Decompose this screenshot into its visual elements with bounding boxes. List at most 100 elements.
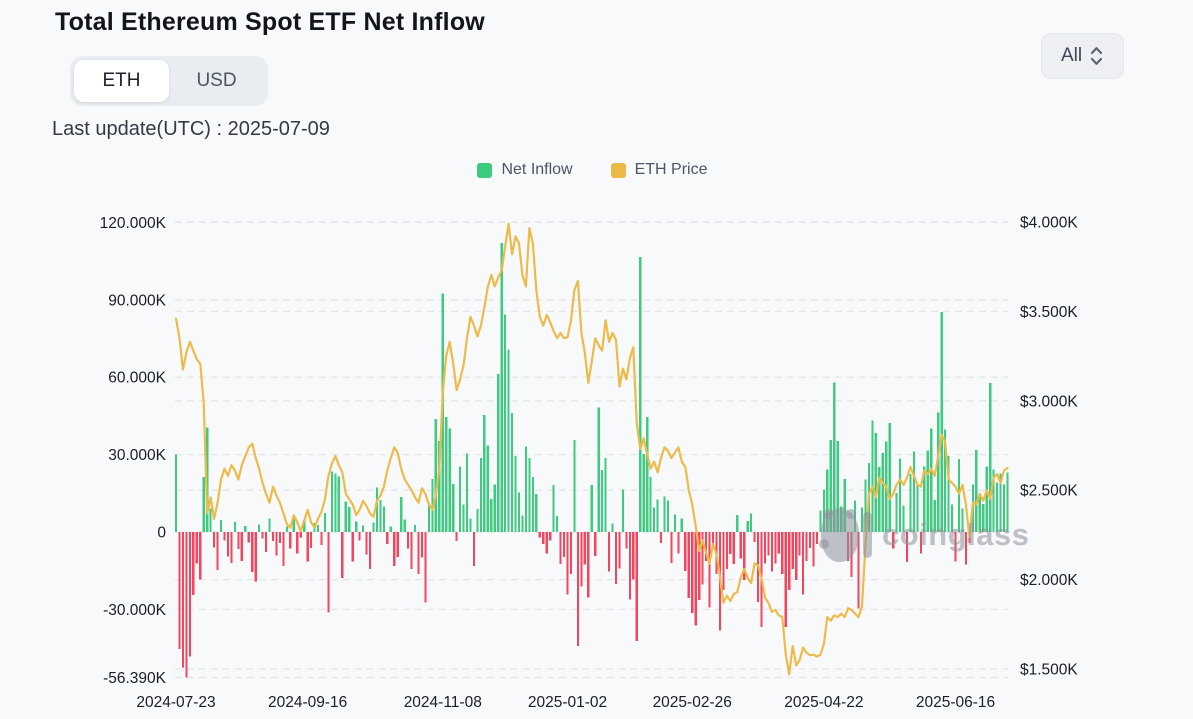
- flow-bar[interactable]: [195, 532, 198, 564]
- flow-bar[interactable]: [777, 532, 780, 554]
- flow-bar[interactable]: [646, 416, 649, 532]
- flow-bar[interactable]: [961, 508, 964, 532]
- flow-bar[interactable]: [247, 532, 250, 543]
- flow-bar[interactable]: [805, 532, 808, 562]
- flow-bar[interactable]: [216, 532, 219, 571]
- flow-bar[interactable]: [213, 532, 216, 548]
- flow-bar[interactable]: [521, 515, 524, 533]
- flow-bar[interactable]: [940, 312, 943, 532]
- flow-bar[interactable]: [420, 532, 424, 558]
- flow-bar[interactable]: [860, 507, 864, 532]
- flow-bar[interactable]: [517, 492, 521, 533]
- flow-bar[interactable]: [857, 532, 860, 609]
- flow-bar[interactable]: [951, 504, 954, 532]
- flow-bar[interactable]: [351, 532, 354, 562]
- flow-bar[interactable]: [957, 459, 961, 532]
- flow-bar[interactable]: [188, 532, 191, 657]
- flow-bar[interactable]: [739, 532, 742, 559]
- flow-bar[interactable]: [375, 487, 378, 532]
- flow-bar[interactable]: [244, 525, 247, 532]
- flow-bar[interactable]: [850, 532, 853, 577]
- flow-bar[interactable]: [355, 521, 358, 532]
- flow-bar[interactable]: [500, 243, 503, 532]
- flow-bar[interactable]: [316, 524, 320, 532]
- flow-bar[interactable]: [576, 532, 579, 646]
- flow-bar[interactable]: [251, 532, 254, 573]
- flow-bar[interactable]: [684, 532, 687, 572]
- flow-bar[interactable]: [427, 503, 430, 532]
- flow-bar[interactable]: [240, 532, 243, 561]
- flow-bar[interactable]: [386, 532, 389, 544]
- flow-bar[interactable]: [708, 532, 711, 608]
- flow-bar[interactable]: [781, 532, 784, 574]
- flow-bar[interactable]: [538, 532, 541, 538]
- flow-bar[interactable]: [587, 532, 590, 598]
- flow-bar[interactable]: [878, 467, 881, 532]
- flow-bar[interactable]: [888, 422, 891, 532]
- flow-bar[interactable]: [542, 532, 545, 544]
- flow-bar[interactable]: [899, 458, 902, 532]
- flow-bar[interactable]: [233, 522, 236, 532]
- flow-bar[interactable]: [774, 532, 777, 564]
- flow-bar[interactable]: [261, 532, 264, 539]
- flow-bar[interactable]: [791, 532, 794, 569]
- flow-bar[interactable]: [594, 532, 597, 556]
- flow-bar[interactable]: [479, 458, 482, 532]
- flow-bar[interactable]: [365, 532, 368, 555]
- flow-bar[interactable]: [608, 532, 611, 572]
- flow-bar[interactable]: [455, 532, 458, 541]
- flow-bar[interactable]: [732, 532, 735, 564]
- flow-bar[interactable]: [795, 532, 798, 580]
- flow-bar[interactable]: [947, 456, 950, 532]
- flow-bar[interactable]: [334, 473, 337, 532]
- flow-bar[interactable]: [414, 525, 417, 532]
- flow-bar[interactable]: [725, 532, 728, 569]
- flow-bar[interactable]: [687, 532, 690, 598]
- flow-bar[interactable]: [289, 532, 292, 549]
- flow-bar[interactable]: [389, 526, 392, 532]
- flow-bar[interactable]: [275, 532, 278, 556]
- flow-bar[interactable]: [396, 532, 399, 557]
- flow-bar[interactable]: [230, 532, 233, 564]
- flow-bar[interactable]: [562, 532, 566, 557]
- flow-bar[interactable]: [181, 532, 184, 668]
- flow-bar[interactable]: [788, 532, 791, 590]
- flow-bar[interactable]: [722, 532, 725, 590]
- flow-bar[interactable]: [784, 532, 787, 627]
- flow-bar[interactable]: [511, 412, 514, 532]
- flow-bar[interactable]: [417, 532, 420, 574]
- flow-bar[interactable]: [330, 471, 333, 532]
- flow-bar[interactable]: [881, 453, 884, 532]
- flow-bar[interactable]: [802, 532, 805, 595]
- flow-bar[interactable]: [833, 382, 836, 532]
- flow-bar[interactable]: [219, 519, 223, 532]
- flow-bar[interactable]: [268, 518, 271, 532]
- flow-bar[interactable]: [874, 432, 877, 532]
- legend-item-eth-price[interactable]: ETH Price: [610, 161, 708, 179]
- flow-bar[interactable]: [462, 504, 465, 532]
- flow-bar[interactable]: [524, 446, 527, 532]
- legend-item-net-inflow[interactable]: Net Inflow: [477, 161, 573, 179]
- flow-bar[interactable]: [930, 428, 933, 532]
- flow-bar[interactable]: [292, 517, 295, 532]
- flow-bar[interactable]: [271, 532, 275, 541]
- flow-bar[interactable]: [278, 532, 281, 544]
- flow-bar[interactable]: [736, 515, 739, 532]
- flow-bar[interactable]: [265, 532, 268, 553]
- flow-bar[interactable]: [407, 532, 410, 549]
- flow-bar[interactable]: [625, 532, 628, 549]
- flow-bar[interactable]: [202, 477, 205, 532]
- flow-bar[interactable]: [379, 500, 382, 532]
- flow-bar[interactable]: [711, 532, 715, 548]
- flow-bar[interactable]: [670, 532, 673, 564]
- flow-bar[interactable]: [209, 508, 212, 532]
- flow-bar[interactable]: [469, 518, 472, 532]
- flow-bar[interactable]: [656, 499, 659, 533]
- flow-bar[interactable]: [916, 484, 919, 532]
- flow-bar[interactable]: [635, 532, 638, 642]
- flow-bar[interactable]: [472, 532, 476, 567]
- flow-bar[interactable]: [434, 419, 437, 532]
- flow-bar[interactable]: [174, 454, 178, 532]
- flow-bar[interactable]: [493, 484, 496, 533]
